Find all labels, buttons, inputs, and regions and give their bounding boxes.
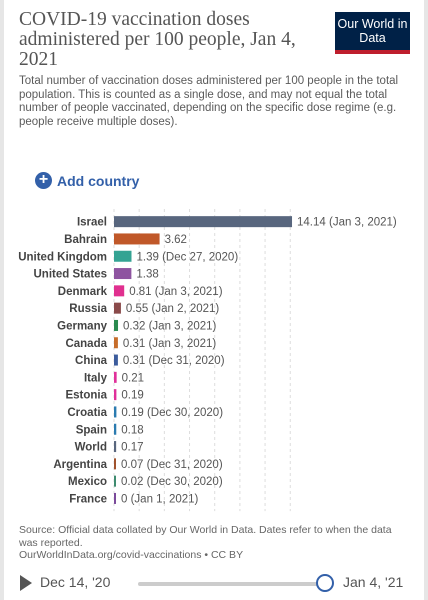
category-label: China xyxy=(75,355,108,367)
bar xyxy=(114,216,293,228)
owid-logo[interactable]: Our World in Data xyxy=(335,12,410,54)
bar xyxy=(114,423,117,435)
timeline-start-label: Dec 14, '20 xyxy=(40,574,111,590)
bar xyxy=(114,319,119,331)
timeline-end-label: Jan 4, '21 xyxy=(343,574,404,590)
category-label: Italy xyxy=(84,372,108,384)
play-icon[interactable] xyxy=(20,575,32,591)
value-label: 0.07 (Dec 31, 2020) xyxy=(121,459,223,471)
chart-title: COVID-19 vaccination doses administered … xyxy=(19,9,296,70)
category-label: Israel xyxy=(77,217,107,229)
bar xyxy=(114,371,117,383)
value-label: 0.21 xyxy=(122,372,144,384)
bar xyxy=(114,354,118,366)
category-label: United Kingdom xyxy=(18,251,107,263)
bar xyxy=(114,268,132,280)
source-line-1: Source: Official data collated by Our Wo… xyxy=(19,524,392,549)
bar xyxy=(114,492,116,504)
value-label: 0.02 (Dec 30, 2020) xyxy=(121,476,223,488)
category-label: Bahrain xyxy=(64,234,107,246)
page-right-edge xyxy=(424,0,428,600)
add-country-label: Add country xyxy=(57,172,140,189)
value-label: 14.14 (Jan 3, 2021) xyxy=(297,217,397,229)
category-label: Spain xyxy=(76,424,107,436)
chart-subtitle: Total number of vaccination doses admini… xyxy=(19,75,399,128)
value-label: 0.31 (Jan 3, 2021) xyxy=(123,338,217,350)
category-label: Argentina xyxy=(53,459,107,471)
bar xyxy=(114,337,118,349)
bar-chart: 02468101214Israel14.14 (Jan 3, 2021)Bahr… xyxy=(18,209,397,512)
timeline-handle[interactable] xyxy=(316,574,334,592)
value-label: 0.81 (Jan 3, 2021) xyxy=(129,286,223,298)
value-label: 0.19 xyxy=(121,390,143,402)
value-label: 0.17 xyxy=(121,442,143,454)
add-country-button[interactable]: + Add country xyxy=(35,172,139,189)
value-label: 0.55 (Jan 2, 2021) xyxy=(126,303,220,315)
value-label: 1.38 xyxy=(136,269,158,281)
timeline-track[interactable] xyxy=(138,582,324,586)
category-label: World xyxy=(75,442,107,454)
category-label: France xyxy=(69,493,107,505)
category-label: Mexico xyxy=(68,476,107,488)
timeline: Dec 14, '20 Jan 4, '21 xyxy=(0,572,428,596)
page-left-edge xyxy=(0,0,4,600)
value-label: 0.32 (Jan 3, 2021) xyxy=(123,320,217,332)
bar xyxy=(114,475,116,487)
bar xyxy=(114,389,117,401)
category-label: United States xyxy=(34,269,108,281)
bar xyxy=(114,441,117,453)
category-label: Estonia xyxy=(65,390,107,402)
category-label: Croatia xyxy=(67,407,107,419)
bar xyxy=(114,406,117,418)
value-label: 0 (Jan 1, 2021) xyxy=(121,493,199,505)
category-label: Denmark xyxy=(58,286,108,298)
bar xyxy=(114,302,121,314)
plus-circle-icon: + xyxy=(35,172,52,189)
value-label: 0.19 (Dec 30, 2020) xyxy=(121,407,223,419)
value-label: 0.18 xyxy=(121,424,143,436)
category-label: Canada xyxy=(65,338,107,350)
category-label: Russia xyxy=(69,303,107,315)
source-line-2: OurWorldInData.org/covid-vaccinations • … xyxy=(19,549,244,561)
category-label: Germany xyxy=(57,320,107,332)
bar xyxy=(114,250,132,262)
value-label: 0.31 (Dec 31, 2020) xyxy=(123,355,225,367)
bar xyxy=(114,285,125,297)
bar xyxy=(114,233,160,245)
bar xyxy=(114,458,116,470)
value-label: 1.39 (Dec 27, 2020) xyxy=(137,251,239,263)
source-note: Source: Official data collated by Our Wo… xyxy=(19,524,404,562)
value-label: 3.62 xyxy=(165,234,187,246)
